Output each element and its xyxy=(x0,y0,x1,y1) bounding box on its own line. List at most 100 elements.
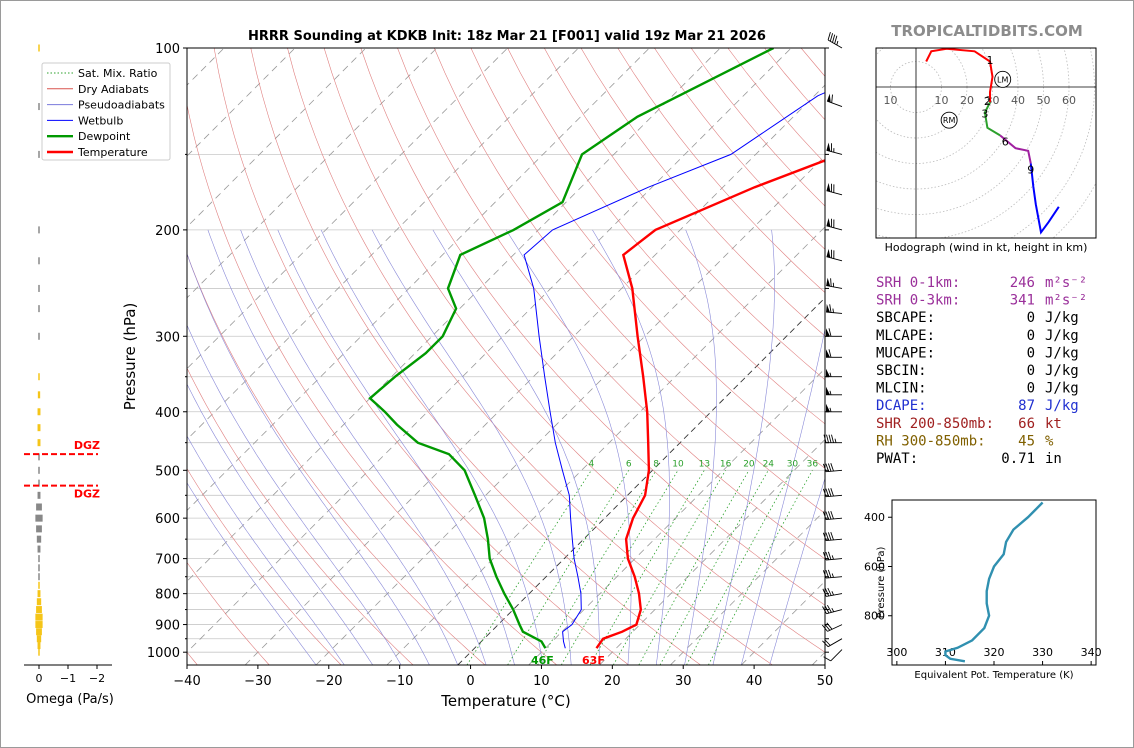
pseudoadiabat-line xyxy=(207,229,459,665)
wind-barb-staff xyxy=(826,469,843,473)
index-unit: % xyxy=(1045,433,1054,449)
dry-adiabat-line xyxy=(187,253,486,665)
index-label: MLCIN: xyxy=(876,381,927,397)
index-unit: J/kg xyxy=(1045,310,1079,326)
theta-e-line xyxy=(944,501,1044,663)
x-tick-label: 50 xyxy=(817,674,834,689)
wind-barb xyxy=(822,510,843,521)
index-unit: J/kg xyxy=(1045,381,1079,397)
omega-bar xyxy=(38,581,40,589)
wind-barb-flag xyxy=(825,569,830,579)
legend-label: Pseudoadiabats xyxy=(78,99,165,112)
figure-title: HRRR Sounding at KDKB Init: 18z Mar 21 [… xyxy=(248,29,766,44)
wind-barb-flag xyxy=(824,623,831,631)
wind-barb-flag xyxy=(831,94,833,103)
wind-barb xyxy=(826,304,843,314)
index-unit: J/kg xyxy=(1045,363,1079,379)
pseudoadiabat-line xyxy=(187,435,345,665)
theta-e-x-tick-label: 340 xyxy=(1081,646,1102,659)
index-value: 66 xyxy=(1018,416,1035,432)
wind-barb-flag xyxy=(824,605,830,614)
hodograph-ring-label: 10 xyxy=(935,94,949,107)
y-tick-label: 800 xyxy=(155,588,180,603)
index-label: DCAPE: xyxy=(876,398,927,414)
wind-barb xyxy=(826,248,843,262)
wind-barb-half-flag xyxy=(834,438,837,443)
surface-temperature-label: 63F xyxy=(582,654,605,667)
pseudoadiabat-line xyxy=(277,229,515,665)
storm-motion-marker xyxy=(994,70,1012,88)
wind-barb-flag xyxy=(825,488,830,497)
dewpoint-line xyxy=(368,48,775,649)
wind-barb-flag xyxy=(825,532,830,541)
theta-e-profile xyxy=(944,501,1044,663)
wind-barb-staff xyxy=(826,256,843,262)
index-unit: J/kg xyxy=(1045,328,1079,344)
storm-motion-label: LM xyxy=(997,75,1008,84)
theta-e-frame xyxy=(891,499,1097,666)
wind-barb-flag xyxy=(824,639,831,646)
wind-barb-half-flag xyxy=(836,40,839,46)
omega-bar xyxy=(38,564,40,572)
pseudoadiabat-line xyxy=(432,229,600,665)
x-tick-label: 10 xyxy=(533,674,550,689)
hodograph-ring-label: 50 xyxy=(1037,94,1051,107)
dry-adiabat-line xyxy=(213,48,629,665)
wind-barb-flag xyxy=(821,624,828,632)
omega-bar xyxy=(35,621,43,629)
omega-bar xyxy=(38,373,40,381)
wind-barb-staff xyxy=(826,190,843,196)
wind-barb-pennant xyxy=(826,304,830,313)
storm-motion-marker xyxy=(940,111,958,129)
wind-barbs xyxy=(821,31,843,662)
index-label: SRH 0-1km: xyxy=(876,275,960,291)
wind-barb-half-flag xyxy=(832,308,834,313)
wind-barb-flag xyxy=(825,551,830,560)
mixing-ratio-label: 16 xyxy=(720,459,732,469)
omega-bar xyxy=(36,628,42,636)
x-tick-label: −40 xyxy=(173,674,200,689)
theta-e-x-tick-label: 300 xyxy=(886,646,907,659)
wind-barb-flag xyxy=(828,349,832,358)
wind-barb-half-flag xyxy=(829,372,832,377)
mixing-ratio-label: 6 xyxy=(626,459,632,469)
wind-barb-flag xyxy=(828,434,832,443)
dry-adiabat-line xyxy=(433,48,825,514)
dry-adiabat-line xyxy=(580,48,825,337)
hodograph-ring-label: 10 xyxy=(884,94,898,107)
wind-barb xyxy=(826,182,843,196)
theta-e-y-tick-label: 400 xyxy=(864,511,885,524)
hodograph-traces: 1 23 6 9 LM RM xyxy=(925,48,1060,235)
omega-x-tick-label: −1 xyxy=(60,672,76,685)
wind-barb-flag xyxy=(822,463,827,472)
omega-panel: 0 −1 −2 Omega (Pa/s) DGZ DGZ xyxy=(24,44,114,707)
dry-adiabat-line xyxy=(544,48,825,381)
index-value: 87 xyxy=(1018,398,1035,414)
omega-bar xyxy=(37,391,41,399)
wind-barb-flag xyxy=(824,588,830,597)
legend-label: Sat. Mix. Ratio xyxy=(78,67,158,80)
mixing-ratio-label: 24 xyxy=(763,459,775,469)
wind-barb-flag xyxy=(825,511,830,520)
index-value: 0 xyxy=(1027,328,1035,344)
dry-adiabat-line xyxy=(323,48,825,653)
isotherm-line xyxy=(670,509,825,665)
mixing-ratio-line xyxy=(537,470,657,665)
index-unit: kt xyxy=(1045,416,1062,432)
wind-barb-flag xyxy=(829,304,832,313)
wind-barb xyxy=(822,604,843,615)
omega-bar xyxy=(36,535,42,543)
omega-bar xyxy=(38,284,40,292)
hodograph-ring-label: 20 xyxy=(960,94,974,107)
wind-barb xyxy=(827,31,843,49)
wind-barb-pennant xyxy=(826,277,831,287)
wind-barb-half-flag xyxy=(829,390,832,395)
dgz-label: DGZ xyxy=(74,439,100,452)
x-tick-label: 0 xyxy=(466,674,474,689)
isotherm-line xyxy=(244,84,825,665)
wind-barb-flag xyxy=(830,510,834,520)
hodograph-segment xyxy=(925,48,994,103)
wind-barb xyxy=(823,649,843,662)
